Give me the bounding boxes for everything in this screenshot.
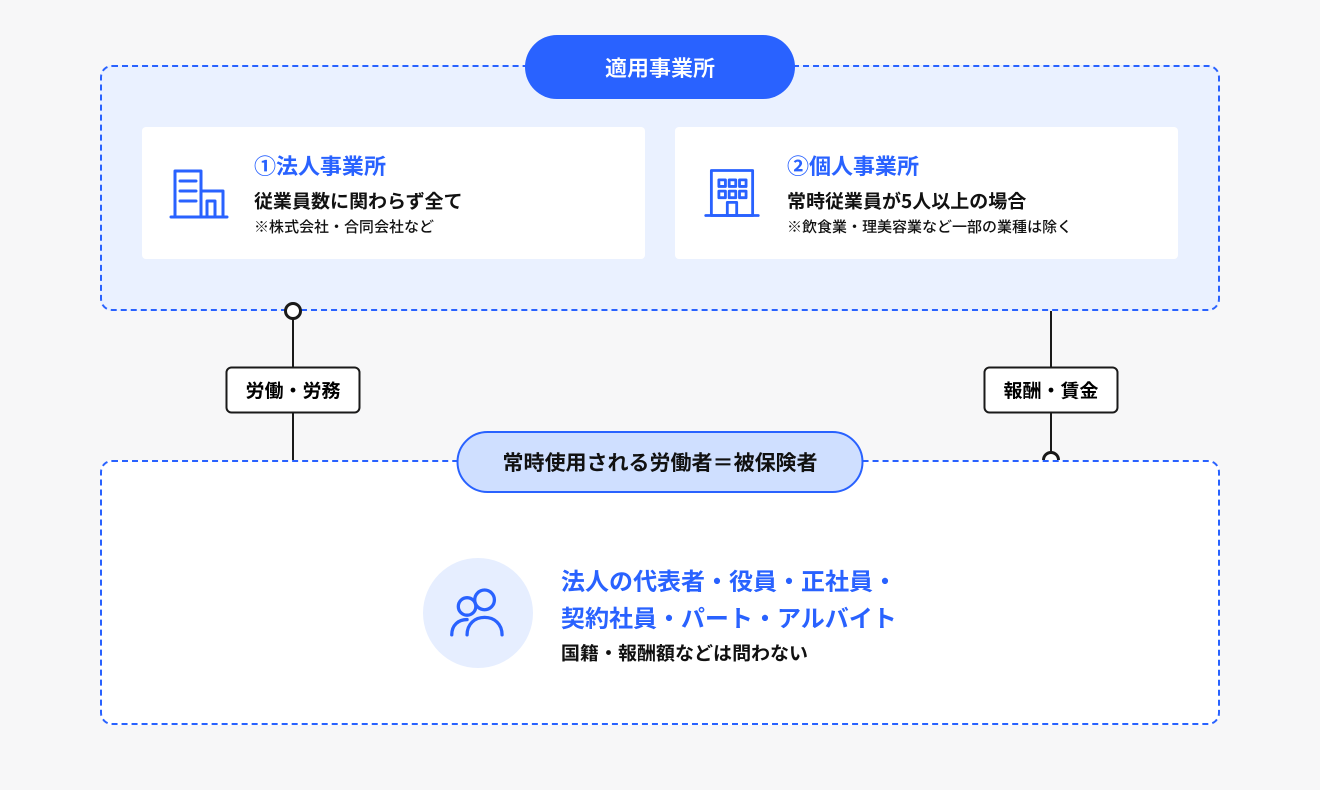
card-note: ※株式会社・合同会社など [254,216,463,237]
bottom-pill: 常時使用される労働者＝被保険者 [457,431,864,493]
top-pill: 適用事業所 [525,35,795,99]
connector-right-label: 報酬・賃金 [983,367,1118,414]
bottom-note: 国籍・報酬額などは問わない [561,639,897,666]
bottom-box: 常時使用される労働者＝被保険者 法人の代表者・役員・正社員・ 契約社員・パート・… [100,460,1220,725]
card-row: ①法人事業所 従業員数に関わらず全て ※株式会社・合同会社など [142,127,1178,259]
card-line: 従業員数に関わらず全て [254,187,463,214]
connector-left-dot-top [284,302,302,320]
card-text: ②個人事業所 常時従業員が5人以上の場合 ※飲食業・理美容業など一部の業種は除く [787,149,1072,237]
card-title: ①法人事業所 [254,149,463,181]
card-line: 常時従業員が5人以上の場合 [787,187,1072,214]
building-office-icon [697,158,767,228]
card-individual: ②個人事業所 常時従業員が5人以上の場合 ※飲食業・理美容業など一部の業種は除く [675,127,1178,259]
card-corporation: ①法人事業所 従業員数に関わらず全て ※株式会社・合同会社など [142,127,645,259]
bottom-title-line1: 法人の代表者・役員・正社員・ [561,562,897,597]
card-title: ②個人事業所 [787,149,1072,181]
diagram-canvas: 適用事業所 [0,0,1320,790]
people-icon [423,558,533,668]
connector-left-label: 労働・労務 [225,367,360,414]
card-note: ※飲食業・理美容業など一部の業種は除く [787,216,1072,237]
bottom-title: 法人の代表者・役員・正社員・ 契約社員・パート・アルバイト [561,561,897,635]
bottom-content: 法人の代表者・役員・正社員・ 契約社員・パート・アルバイト 国籍・報酬額などは問… [423,558,897,668]
top-box: 適用事業所 [100,65,1220,311]
card-text: ①法人事業所 従業員数に関わらず全て ※株式会社・合同会社など [254,149,463,237]
bottom-title-line2: 契約社員・パート・アルバイト [561,599,897,634]
building-corporate-icon [164,158,234,228]
bottom-text: 法人の代表者・役員・正社員・ 契約社員・パート・アルバイト 国籍・報酬額などは問… [561,561,897,666]
